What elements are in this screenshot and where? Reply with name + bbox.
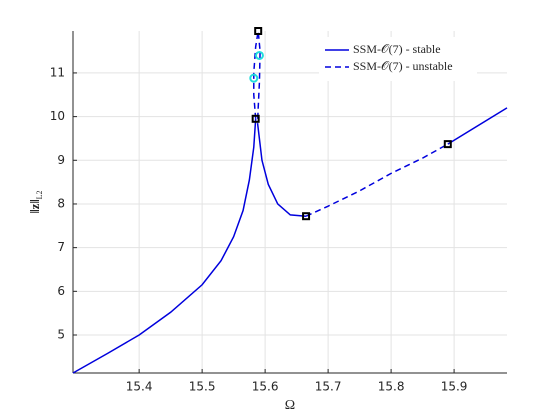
x-tick-label: 15.4 (126, 380, 153, 394)
marker-circle (249, 73, 259, 83)
x-tick-label: 15.8 (378, 380, 405, 394)
y-axis-label: ‖z‖L2 (27, 190, 44, 213)
y-tick-label: 6 (57, 284, 65, 298)
y-axis-label-main: ‖z‖ (27, 199, 42, 213)
marker-square (251, 114, 260, 123)
legend-label: SSM-𝒪(7) - stable (353, 42, 441, 56)
legend-box (319, 37, 477, 81)
marker-square (254, 27, 263, 35)
series-line (253, 30, 449, 217)
legend-label: SSM-𝒪(7) - unstable (353, 59, 453, 73)
x-axis-label: Ω (285, 398, 295, 413)
x-tick-label: 15.7 (315, 380, 342, 394)
marker-circle (254, 50, 264, 60)
y-tick-label: 10 (50, 109, 65, 123)
y-tick-label: 8 (57, 196, 65, 210)
y-axis-label-sub: L2 (35, 190, 44, 199)
marker-square (443, 140, 452, 149)
series-line (72, 107, 508, 374)
y-tick-label: 5 (57, 328, 65, 342)
y-tick-label: 9 (57, 153, 65, 167)
marker-square (302, 212, 311, 221)
y-tick-label: 11 (50, 65, 65, 79)
x-tick-label: 15.6 (252, 380, 279, 394)
x-tick-label: 15.9 (441, 380, 468, 394)
y-tick-label: 7 (57, 240, 65, 254)
x-tick-label: 15.5 (189, 380, 216, 394)
